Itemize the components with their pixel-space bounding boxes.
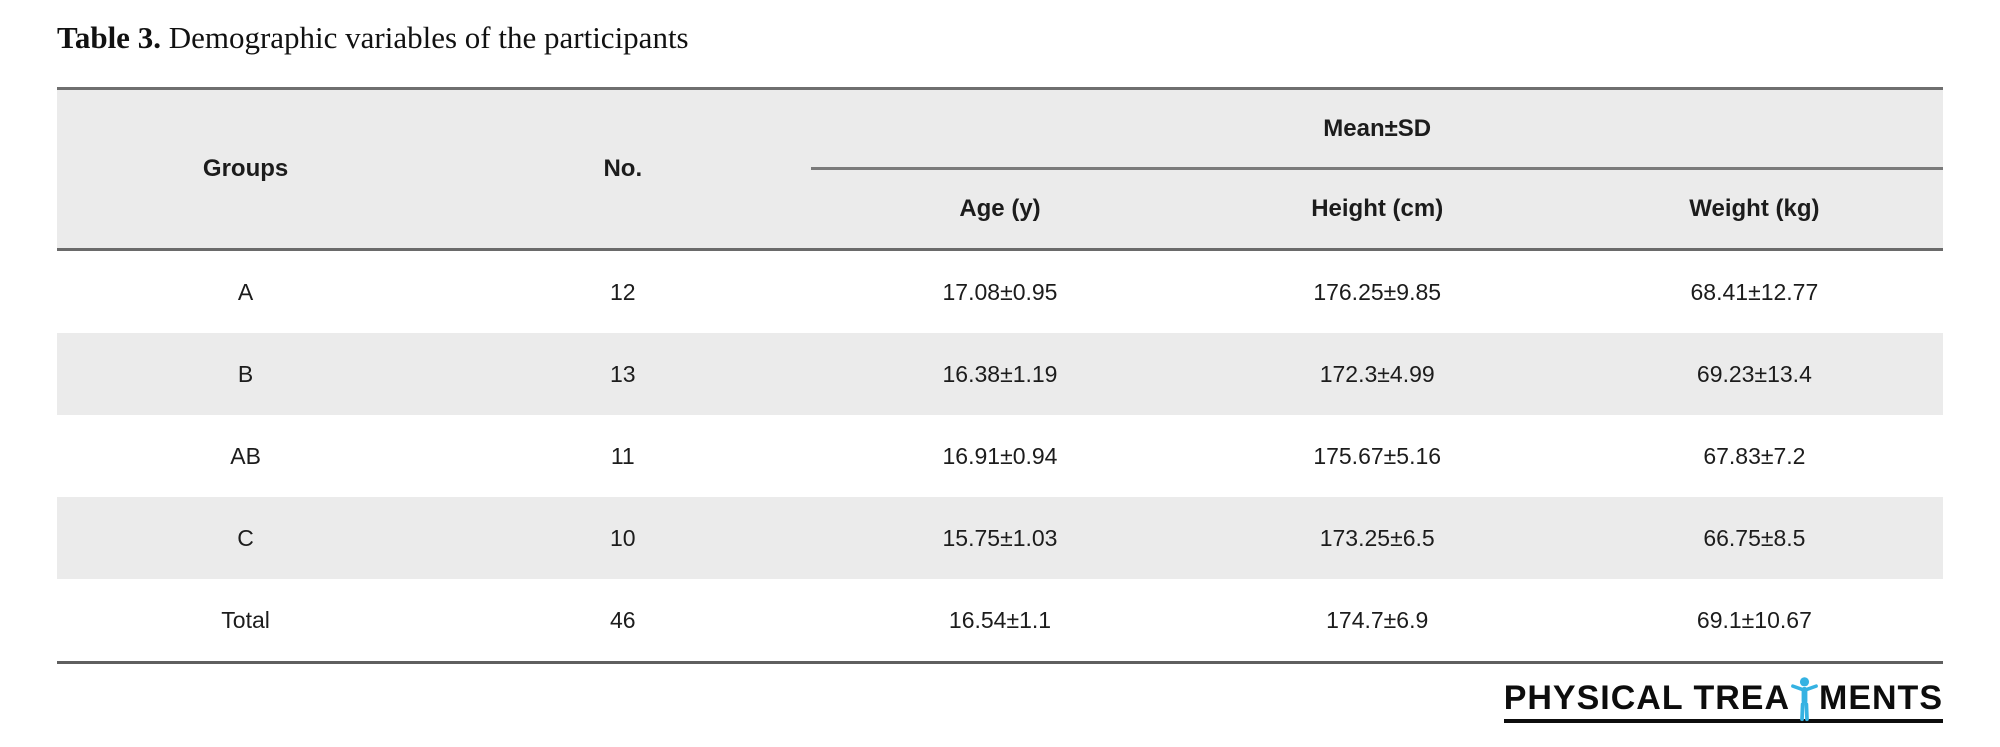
cell-no: 46: [609, 606, 636, 633]
cell-group: C: [237, 524, 254, 551]
cell-group: Total: [221, 606, 270, 633]
cell-height: 172.3±4.99: [1319, 360, 1435, 387]
logo-text-right: MENTS: [1819, 678, 1943, 718]
journal-logo-bar: PHYSICAL TREA MENTS: [0, 676, 2000, 723]
cell-weight: 68.41±12.77: [1690, 278, 1819, 305]
cell-height: 174.7±6.9: [1326, 606, 1429, 633]
table-row: C 10 15.75±1.03 173.25±6.5 66.75±8.5: [57, 497, 1943, 579]
cell-age: 16.54±1.1: [948, 606, 1052, 633]
table-row: B 13 16.38±1.19 172.3±4.99 69.23±13.4: [57, 333, 1943, 415]
table-body: A 12 17.08±0.95 176.25±9.85 68.41±12.77 …: [57, 251, 1943, 661]
column-header-weight: Weight (kg): [1689, 195, 1820, 222]
column-header-height: Height (cm): [1311, 195, 1444, 222]
table-row: A 12 17.08±0.95 176.25±9.85 68.41±12.77: [57, 251, 1943, 333]
table-caption-number: Table 3.: [57, 20, 161, 55]
cell-height: 173.25±6.5: [1319, 524, 1435, 551]
column-header-groups: Groups: [202, 155, 289, 182]
table-caption: Table 3. Demographic variables of the pa…: [0, 0, 2000, 58]
cell-no: 13: [609, 360, 636, 387]
cell-age: 16.38±1.19: [942, 360, 1058, 387]
cell-weight: 66.75±8.5: [1703, 524, 1806, 551]
column-group-header-mean-sd: Mean±SD: [811, 90, 1943, 170]
cell-weight: 69.1±10.67: [1696, 606, 1812, 633]
cell-age: 15.75±1.03: [942, 524, 1058, 551]
cell-weight: 69.23±13.4: [1696, 360, 1812, 387]
demographics-table: Groups No. Mean±SD Age (y) Height (cm) W…: [57, 87, 1943, 664]
column-header-age: Age (y): [959, 195, 1041, 222]
cell-age: 16.91±0.94: [942, 442, 1058, 469]
cell-group: A: [237, 278, 254, 305]
physical-treatments-logo: PHYSICAL TREA MENTS: [1503, 676, 1943, 723]
cell-height: 175.67±5.16: [1313, 442, 1442, 469]
table-row: AB 11 16.91±0.94 175.67±5.16 67.83±7.2: [57, 415, 1943, 497]
cell-no: 11: [610, 442, 635, 469]
logo-text-left: PHYSICAL TREA: [1503, 678, 1790, 718]
cell-no: 12: [609, 278, 636, 305]
table-row-total: Total 46 16.54±1.1 174.7±6.9 69.1±10.67: [57, 579, 1943, 661]
cell-no: 10: [609, 524, 636, 551]
cell-age: 17.08±0.95: [942, 278, 1058, 305]
column-header-no: No.: [603, 155, 643, 182]
person-icon: [1791, 677, 1818, 722]
cell-group: AB: [230, 442, 261, 469]
cell-weight: 67.83±7.2: [1703, 442, 1806, 469]
table-header: Groups No. Mean±SD Age (y) Height (cm) W…: [57, 90, 1943, 251]
cell-group: B: [237, 360, 254, 387]
table-caption-text: Demographic variables of the participant…: [160, 20, 689, 55]
cell-height: 176.25±9.85: [1313, 278, 1442, 305]
